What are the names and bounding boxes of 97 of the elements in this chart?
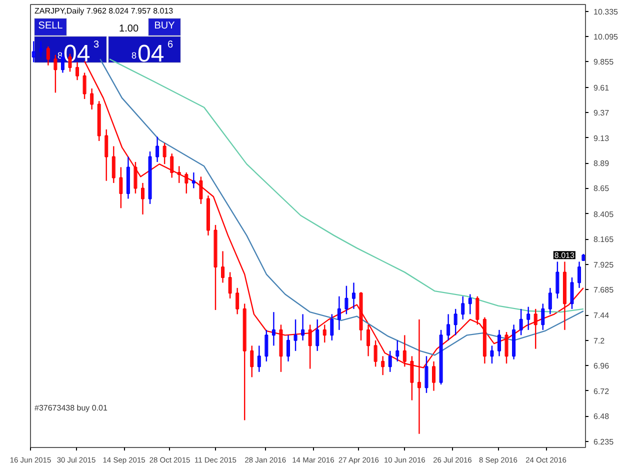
candlestick	[541, 303, 545, 331]
candlestick	[272, 311, 276, 346]
candlestick	[119, 166, 123, 209]
candlestick	[556, 261, 560, 300]
y-tick-label: 8.65	[594, 184, 610, 194]
candlestick	[97, 100, 101, 142]
y-tick-label: 6.72	[594, 386, 610, 396]
candlestick	[141, 182, 144, 216]
candlestick	[32, 40, 36, 63]
annotation: 3	[94, 40, 100, 50]
candlestick	[497, 329, 501, 357]
y-tick-label: 7.44	[594, 311, 610, 320]
y-tick-label: 10.335	[594, 7, 619, 16]
candlestick	[39, 40, 43, 58]
candlestick	[82, 72, 86, 100]
y-tick-label: 8.405	[594, 210, 614, 219]
candlestick	[134, 161, 138, 194]
candlestick	[60, 51, 64, 74]
candlestick	[330, 314, 334, 342]
candlestick	[446, 314, 450, 342]
candlestick	[46, 46, 50, 66]
candlestick	[461, 296, 465, 320]
candlestick	[454, 308, 458, 336]
candlestick	[206, 194, 210, 236]
candlestick	[199, 176, 203, 205]
annotation: 8.013	[554, 251, 575, 260]
candlestick	[264, 329, 268, 362]
y-tick-label: 10.095	[594, 32, 619, 42]
candlestick	[316, 318, 320, 352]
candlestick	[54, 54, 58, 94]
candlestick	[337, 296, 341, 331]
candlestick	[148, 150, 152, 205]
candlestick	[344, 285, 348, 315]
candlestick	[184, 172, 188, 194]
candlestick	[170, 152, 174, 178]
candlestick	[512, 324, 516, 360]
candlestick	[490, 345, 494, 364]
candlestick	[359, 292, 363, 342]
candlestick	[112, 146, 116, 184]
candlestick	[439, 329, 443, 386]
candlestick	[396, 340, 400, 362]
candlestick	[242, 303, 246, 421]
y-tick-label: 8.89	[594, 159, 610, 168]
y-tick-label: 7.685	[594, 286, 614, 295]
candlestick	[432, 360, 436, 392]
candlestick	[221, 250, 225, 284]
candlestick	[76, 62, 80, 81]
candlestick	[104, 128, 108, 182]
candlestick	[301, 314, 305, 342]
candlestick	[482, 316, 486, 364]
candlestick	[236, 287, 240, 315]
candlestick	[424, 356, 428, 394]
annotation: #37673438 buy 0.01	[34, 404, 108, 412]
annotation: 1.00	[119, 24, 139, 34]
candlestick	[476, 296, 480, 326]
y-tick-label: 6.96	[594, 362, 610, 371]
candlestick	[286, 334, 290, 362]
candlestick	[228, 272, 232, 300]
candlestick	[162, 142, 166, 165]
candlestick	[294, 318, 298, 352]
y-tick-label: 7.925	[594, 260, 614, 270]
annotation: 04	[138, 40, 164, 68]
y-tick-label: 6.235	[594, 438, 614, 447]
candlestick	[177, 166, 181, 184]
y-tick-label: 9.37	[594, 108, 610, 118]
y-tick-label: 7.2	[594, 336, 606, 346]
candlestick	[388, 350, 392, 373]
annotation: SELL	[38, 20, 64, 32]
candlestick	[366, 324, 370, 357]
candlestick	[352, 282, 356, 310]
y-tick-label: 8.165	[594, 235, 614, 244]
candlestick	[534, 308, 538, 350]
candlestick	[578, 261, 582, 289]
candlestick	[90, 88, 94, 110]
candlestick	[504, 331, 508, 364]
candlestick	[562, 261, 566, 331]
candlestick	[156, 136, 160, 163]
y-tick-label: 9.61	[594, 83, 610, 92]
annotation: 6	[168, 40, 174, 50]
candlestick	[526, 306, 530, 331]
candlestick	[257, 345, 261, 373]
candlestick	[519, 308, 523, 336]
y-tick-label: 6.48	[594, 412, 610, 422]
candlestick	[126, 156, 130, 200]
candlestick	[381, 356, 385, 376]
candlestick	[570, 276, 574, 310]
candlestick	[468, 294, 472, 315]
chart-title: ZARJPY,Daily 7.962 8.024 7.957 8.013	[34, 6, 174, 16]
y-tick-label: 9.855	[594, 58, 614, 67]
candlestick	[548, 287, 552, 315]
candlestick	[322, 324, 326, 344]
y-tick-label: 9.13	[594, 134, 610, 143]
candlestick	[250, 345, 254, 378]
annotation: BUY	[154, 20, 176, 32]
annotation: 04	[64, 40, 90, 68]
annotation: 8	[131, 50, 137, 60]
candlestick	[192, 172, 196, 189]
